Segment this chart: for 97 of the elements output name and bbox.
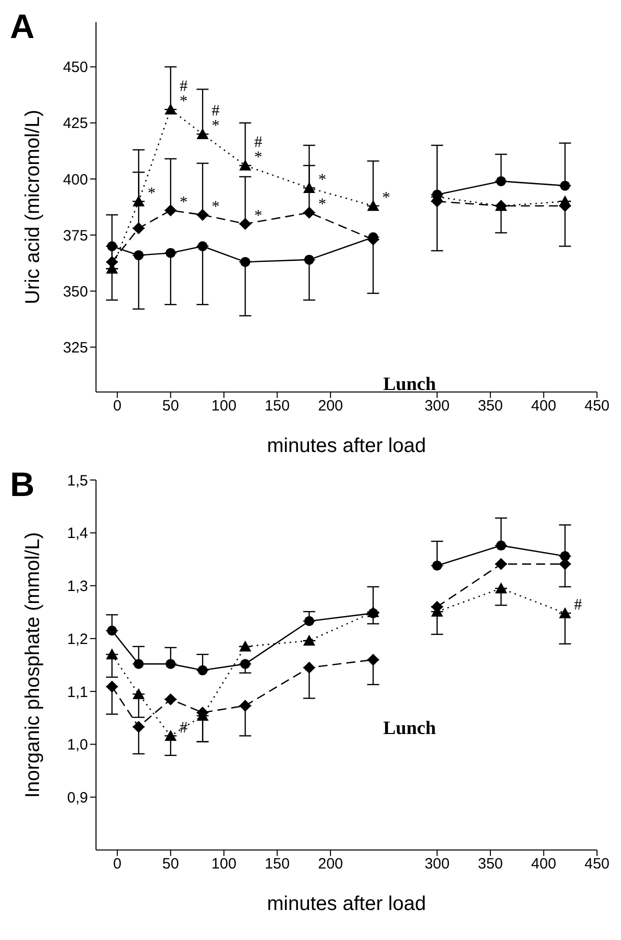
x-tick-label: 450	[584, 856, 610, 873]
y-tick-label: 1,4	[67, 525, 88, 542]
annotation: *	[180, 92, 188, 110]
point	[132, 720, 145, 733]
annotation: *	[318, 196, 326, 214]
x-tick-label: 200	[318, 856, 344, 873]
y-tick-label: 1,1	[67, 684, 88, 701]
point	[198, 665, 208, 676]
x-tick-label: 100	[211, 856, 236, 873]
point	[559, 195, 572, 206]
annotation: #	[212, 102, 220, 120]
point	[303, 182, 316, 193]
x-tick-label: 200	[318, 398, 344, 415]
x-tick-label: 350	[478, 398, 503, 415]
point	[432, 560, 442, 571]
point	[560, 551, 570, 562]
point	[164, 103, 177, 114]
x-tick-label: 150	[264, 856, 290, 873]
y-tick-label: 350	[62, 283, 88, 300]
x-tick-label: 150	[264, 398, 290, 415]
point	[303, 634, 316, 646]
x-tick-label: 350	[478, 856, 503, 873]
point	[495, 582, 508, 594]
y-tick-label: 450	[62, 59, 88, 76]
annotation: *	[148, 184, 156, 202]
point	[367, 654, 380, 666]
point	[303, 206, 316, 219]
point	[239, 700, 252, 712]
point	[196, 128, 209, 140]
annotation: *	[212, 118, 220, 135]
annotation: #	[180, 719, 188, 736]
point	[132, 222, 145, 234]
y-tick-label: 400	[62, 171, 88, 188]
point	[304, 616, 314, 626]
point	[166, 658, 176, 669]
point	[164, 204, 177, 216]
point	[559, 607, 572, 618]
y-axis-title: Uric acid (micromol/L)	[22, 110, 44, 304]
annotation: Lunch	[383, 718, 436, 740]
point	[495, 558, 508, 570]
point	[196, 208, 209, 221]
point	[106, 241, 117, 252]
chart-title: A	[10, 8, 35, 47]
x-tick-label: 400	[531, 398, 556, 415]
annotation: #	[180, 78, 188, 95]
annotation: *	[318, 171, 326, 188]
point	[496, 540, 506, 551]
point	[106, 626, 117, 636]
y-tick-label: 1,3	[67, 578, 88, 596]
y-axis-title: Inorganic phosphate (mmol/L)	[22, 532, 44, 798]
point	[132, 688, 145, 700]
annotation: *	[254, 149, 262, 166]
y-tick-label: 1,0	[67, 736, 88, 754]
x-tick-label: 0	[113, 398, 122, 415]
point	[106, 680, 118, 693]
point	[134, 250, 144, 260]
y-tick-label: 1,5	[67, 472, 88, 490]
point	[239, 218, 252, 230]
x-tick-label: 50	[162, 856, 179, 873]
point	[164, 730, 177, 741]
point	[239, 640, 252, 652]
y-tick-label: 1,2	[67, 630, 88, 648]
annotation: *	[180, 194, 188, 211]
y-tick-label: 425	[62, 115, 88, 132]
point	[367, 200, 380, 211]
x-tick-label: 300	[424, 856, 450, 873]
point	[303, 662, 316, 674]
point	[198, 241, 208, 252]
point	[166, 248, 176, 258]
x-tick-label: 450	[584, 398, 610, 415]
point	[132, 195, 145, 206]
x-tick-label: 100	[211, 398, 236, 415]
point	[239, 160, 252, 171]
annotation: #	[254, 134, 262, 152]
annotation: *	[212, 198, 220, 216]
x-axis-title: minutes after load	[267, 893, 426, 915]
x-tick-label: 300	[424, 398, 450, 415]
annotation: *	[382, 189, 390, 206]
point	[106, 648, 118, 660]
point	[304, 254, 314, 265]
point	[496, 176, 506, 186]
point	[134, 658, 144, 669]
point	[240, 256, 250, 267]
annotation: *	[254, 207, 262, 224]
annotation: Lunch	[383, 374, 436, 396]
y-tick-label: 375	[62, 227, 88, 244]
y-tick-label: 0,9	[67, 789, 88, 806]
point	[240, 658, 250, 669]
point	[560, 180, 570, 191]
point	[164, 693, 177, 706]
x-axis-title: minutes after load	[267, 435, 426, 457]
x-tick-label: 50	[162, 398, 179, 415]
chart-title: B	[10, 466, 35, 505]
annotation: #	[574, 596, 582, 614]
x-tick-label: 400	[531, 856, 556, 873]
y-tick-label: 325	[62, 339, 88, 356]
x-tick-label: 0	[113, 856, 122, 873]
